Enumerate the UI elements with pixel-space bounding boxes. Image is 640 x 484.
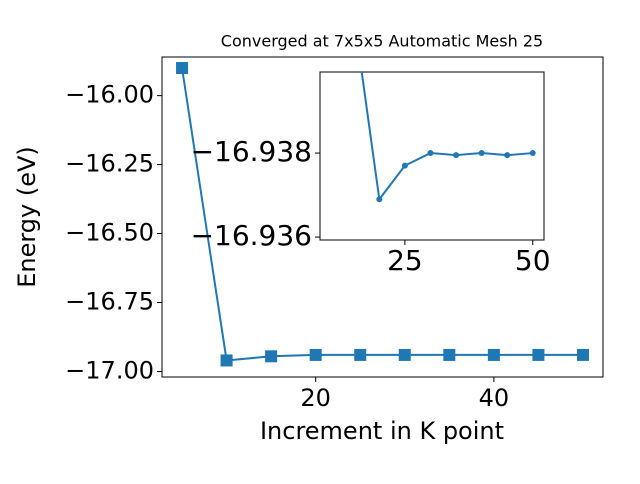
marker bbox=[529, 150, 536, 157]
marker bbox=[351, 11, 357, 17]
plot-area bbox=[319, 71, 545, 241]
y-axis-label: Energy (eV) bbox=[13, 146, 41, 288]
x-axis-label: Increment in K point bbox=[260, 417, 504, 445]
marker bbox=[532, 348, 545, 361]
marker bbox=[265, 350, 278, 363]
y-tick-label: −16.50 bbox=[65, 219, 154, 247]
marker bbox=[576, 348, 589, 361]
marker bbox=[427, 150, 434, 157]
marker bbox=[309, 348, 322, 361]
y-tick-label: −16.00 bbox=[65, 81, 154, 109]
marker bbox=[354, 348, 367, 361]
x-tick-label: 40 bbox=[479, 384, 510, 412]
marker bbox=[453, 152, 460, 159]
line bbox=[181, 67, 583, 362]
x-tick-label: 20 bbox=[300, 384, 331, 412]
marker bbox=[504, 152, 511, 159]
marker bbox=[443, 348, 456, 361]
y-tick-label: −16.75 bbox=[65, 288, 154, 316]
marker bbox=[376, 196, 383, 203]
marker bbox=[487, 348, 500, 361]
marker bbox=[478, 150, 485, 157]
y-tick-label: −16.938 bbox=[191, 135, 312, 168]
y-tick-label: −16.25 bbox=[65, 150, 154, 178]
marker bbox=[398, 348, 411, 361]
series bbox=[176, 62, 589, 367]
marker bbox=[220, 354, 233, 367]
x-tick-label: 25 bbox=[387, 244, 423, 277]
x-tick-label: 50 bbox=[515, 244, 551, 277]
chart-title: Converged at 7x5x5 Automatic Mesh 25 bbox=[221, 32, 543, 51]
marker bbox=[401, 162, 408, 169]
y-tick-label: −16.936 bbox=[191, 219, 312, 252]
series bbox=[351, 11, 536, 203]
y-tick-label: −17.00 bbox=[65, 356, 154, 384]
line bbox=[360, 72, 533, 202]
marker bbox=[176, 62, 189, 75]
